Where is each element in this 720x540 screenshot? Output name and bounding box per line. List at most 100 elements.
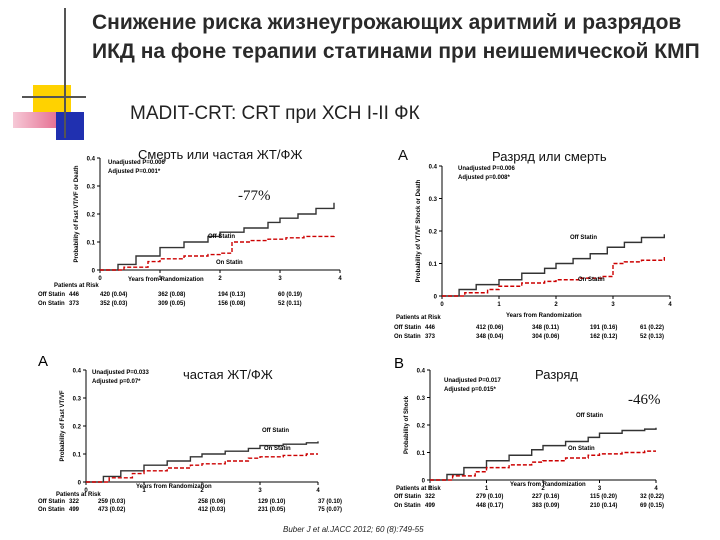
risk-row-n: 322 (425, 494, 436, 500)
risk-cell: 362 (0.08) (158, 292, 185, 298)
x-tick-label: 2 (554, 302, 558, 308)
x-tick-label: 2 (541, 486, 545, 492)
x-tick-label: 3 (598, 486, 602, 492)
decor-blue-square (56, 112, 84, 140)
p-value-label: Adjusted p=0.008* (458, 175, 511, 181)
p-value-label: Unadjusted P=0.006 (458, 166, 516, 172)
x-axis-label: Years from Randomization (506, 313, 582, 319)
series-line-off-statin (100, 202, 335, 271)
x-tick-label: 3 (278, 276, 282, 282)
risk-cell: 115 (0.20) (590, 494, 617, 500)
decor-horizontal-line (22, 96, 86, 98)
risk-cell: 60 (0.19) (278, 292, 302, 298)
chart-svg: 0 0.1 0.2 0.3 0.4 0 1 2 3 4 Probability of Shock Ye… (394, 355, 664, 509)
risk-row-n: 499 (69, 507, 80, 513)
overlay-heading-shock-or-death: Разряд или смерть (492, 149, 607, 164)
y-tick-label: 0.1 (87, 241, 96, 247)
km-chart-shock-or-death: 0 0.1 0.2 0.3 0.4 0 1 2 3 4 Probability of VT/VF S… (380, 146, 684, 346)
p-value-label: Unadjusted P=0.017 (444, 378, 502, 384)
risk-cell: 412 (0.06) (476, 325, 503, 331)
y-tick-label: 0.2 (417, 424, 426, 430)
risk-cell: 259 (0.03) (98, 499, 125, 505)
y-axis-label: Probability of Fast VT/VF (60, 390, 66, 461)
x-tick-label: 2 (218, 276, 222, 282)
x-tick-label: 1 (485, 486, 489, 492)
series-line-on-statin (86, 453, 318, 483)
p-value-label: Unadjusted P=0.006 (108, 160, 166, 166)
risk-cell: 75 (0.07) (318, 507, 342, 513)
y-axis-label: Probability of VT/VF Shock or Death (416, 179, 422, 282)
x-axis-label: Years from Randomization (128, 277, 204, 283)
risk-row-n: 373 (425, 334, 436, 340)
risk-row-n: 499 (425, 503, 436, 509)
series-label-on-statin: On Statin (578, 277, 605, 283)
risk-cell: 352 (0.03) (100, 301, 127, 307)
y-tick-label: 0.4 (87, 157, 96, 163)
overlay-heading-death-vt-vf: Смерть или частая ЖТ/ФЖ (138, 147, 303, 162)
x-axis-label: Years from Randomization (136, 484, 212, 490)
overlay-heading-vt-vf: частая ЖТ/ФЖ (183, 367, 273, 382)
risk-row-n: 373 (69, 301, 80, 307)
y-tick-label: 0.3 (417, 396, 426, 402)
risk-cell: 473 (0.02) (98, 507, 125, 513)
risk-table-title: Patients at Risk (56, 492, 101, 498)
series-label-off-statin: Off Statin (570, 235, 597, 241)
x-tick-label: 4 (654, 486, 658, 492)
y-tick-label: 0.4 (429, 165, 438, 171)
risk-cell: 227 (0.16) (532, 494, 559, 500)
series-line-on-statin (442, 257, 665, 297)
series-line-off-statin (86, 441, 319, 483)
risk-table-title: Patients at Risk (396, 486, 441, 492)
panel-letter: A (38, 353, 48, 370)
risk-cell: 448 (0.17) (476, 503, 503, 509)
risk-table-title: Patients at Risk (396, 315, 441, 321)
p-value-label: Adjusted p=0.07* (92, 379, 141, 385)
risk-row-label: On Statin (394, 334, 421, 340)
risk-cell: 191 (0.16) (590, 325, 617, 331)
chart-svg: 0 0.1 0.2 0.3 0.4 0 1 2 3 4 Probability of Fast VT… (38, 157, 342, 308)
x-tick-label: 3 (611, 302, 615, 308)
risk-row-label: Off Statin (394, 325, 421, 331)
risk-cell: 162 (0.12) (590, 334, 617, 340)
y-tick-label: 0.3 (73, 397, 82, 403)
x-tick-label: 0 (98, 276, 102, 282)
overlay-risk-reduction: -77% (238, 188, 271, 204)
risk-cell: 309 (0.05) (158, 301, 185, 307)
series-label-off-statin: Off Statin (208, 234, 235, 240)
risk-cell: 52 (0.11) (278, 301, 302, 307)
series-label-off-statin: Off Statin (576, 413, 603, 419)
risk-row-label: On Statin (38, 301, 65, 307)
chart-svg: 0 0.1 0.2 0.3 0.4 0 1 2 3 4 Probability of Fast VT… (38, 353, 342, 513)
p-value-label: Adjusted p=0.015* (444, 387, 497, 393)
y-tick-label: 0.2 (87, 213, 96, 219)
slide-title: Снижение риска жизнеугрожающих аритмий и… (92, 11, 700, 63)
risk-cell: 52 (0.13) (640, 334, 664, 340)
y-tick-label: 0.4 (417, 369, 426, 375)
risk-cell: 304 (0.06) (532, 334, 559, 340)
y-tick-label: 0.1 (429, 262, 438, 268)
x-tick-label: 4 (668, 302, 672, 308)
x-tick-label: 1 (142, 488, 146, 494)
series-line-off-statin (442, 234, 665, 297)
x-tick-label: 0 (440, 302, 444, 308)
overlay-risk-reduction: -46% (628, 392, 661, 408)
risk-cell: 210 (0.14) (590, 503, 617, 509)
overlay-heading-shock: Разряд (535, 367, 578, 382)
panel-letter: B (394, 355, 404, 372)
x-tick-label: 1 (158, 276, 162, 282)
x-tick-label: 4 (338, 276, 342, 282)
y-tick-label: 0.3 (429, 197, 438, 203)
x-tick-label: 4 (316, 488, 320, 494)
chart-svg: 0 0.1 0.2 0.3 0.4 0 1 2 3 4 Probability of VT/VF S… (394, 165, 672, 341)
y-tick-label: 0.4 (73, 369, 82, 375)
decor-vertical-line (64, 8, 66, 138)
risk-cell: 420 (0.04) (100, 292, 127, 298)
risk-cell: 231 (0.05) (258, 507, 285, 513)
risk-cell: 383 (0.09) (532, 503, 559, 509)
risk-row-label: Off Statin (38, 292, 65, 298)
risk-row-label: Off Statin (394, 494, 421, 500)
series-line-on-statin (100, 235, 335, 271)
y-tick-label: 0 (434, 295, 438, 301)
y-tick-label: 0.1 (73, 453, 82, 459)
series-label-off-statin: Off Statin (262, 428, 289, 434)
